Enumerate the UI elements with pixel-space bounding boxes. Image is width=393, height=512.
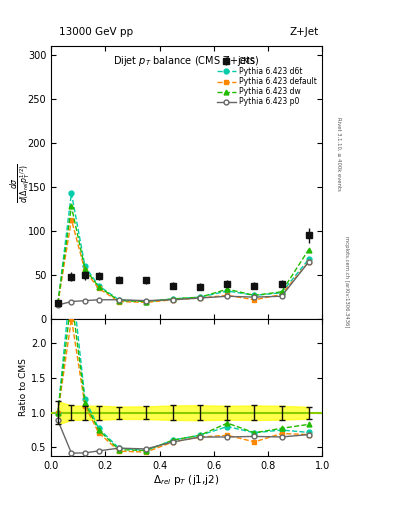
Pythia 6.423 default [279,291,284,297]
Y-axis label: Ratio to CMS: Ratio to CMS [19,358,28,416]
Pythia 6.423 d6t [252,292,257,298]
Pythia 6.423 p0 [225,293,230,300]
Pythia 6.423 p0 [252,294,257,300]
Pythia 6.423 dw [279,289,284,295]
Pythia 6.423 d6t [225,288,230,294]
Pythia 6.423 dw [198,294,203,300]
Pythia 6.423 d6t [69,190,74,196]
Pythia 6.423 dw [96,284,101,290]
X-axis label: $\Delta_{rel}$ p$_T$ (j1,j2): $\Delta_{rel}$ p$_T$ (j1,j2) [153,473,220,487]
Pythia 6.423 default [116,298,121,305]
Line: Pythia 6.423 d6t: Pythia 6.423 d6t [55,191,311,306]
Pythia 6.423 p0 [96,296,101,303]
Pythia 6.423 d6t [116,296,121,303]
Pythia 6.423 default [252,296,257,303]
Text: mcplots.cern.ch [arXiv:1306.3436]: mcplots.cern.ch [arXiv:1306.3436] [344,236,349,327]
Pythia 6.423 default [171,296,175,303]
Pythia 6.423 dw [225,286,230,292]
Pythia 6.423 d6t [171,296,175,302]
Text: $\frac{d\sigma}{d(\Delta_{rel}p_T^{1/2})}$: $\frac{d\sigma}{d(\Delta_{rel}p_T^{1/2})… [9,163,34,203]
Line: Pythia 6.423 dw: Pythia 6.423 dw [55,204,311,306]
Pythia 6.423 p0 [279,293,284,300]
Pythia 6.423 dw [252,292,257,298]
Text: Z+Jet: Z+Jet [289,27,318,37]
Pythia 6.423 dw [144,298,149,305]
Pythia 6.423 dw [306,246,311,252]
Pythia 6.423 dw [55,300,60,306]
Pythia 6.423 p0 [198,295,203,301]
Pythia 6.423 d6t [198,294,203,300]
Pythia 6.423 p0 [144,297,149,304]
Pythia 6.423 default [96,285,101,291]
Text: Dijet $p_T$ balance (CMS Z+jets): Dijet $p_T$ balance (CMS Z+jets) [113,54,260,68]
Pythia 6.423 d6t [96,283,101,289]
Pythia 6.423 d6t [55,300,60,306]
Text: 13000 GeV pp: 13000 GeV pp [59,27,133,37]
Pythia 6.423 p0 [171,296,175,303]
Pythia 6.423 d6t [279,290,284,296]
Pythia 6.423 dw [69,203,74,209]
Legend: CMS, Pythia 6.423 d6t, Pythia 6.423 default, Pythia 6.423 dw, Pythia 6.423 p0: CMS, Pythia 6.423 d6t, Pythia 6.423 defa… [215,55,318,108]
Pythia 6.423 dw [83,266,87,272]
Pythia 6.423 default [83,268,87,274]
Pythia 6.423 default [225,292,230,298]
Pythia 6.423 p0 [116,296,121,303]
Pythia 6.423 d6t [144,298,149,305]
Line: Pythia 6.423 default: Pythia 6.423 default [55,217,311,306]
Pythia 6.423 p0 [83,297,87,304]
Pythia 6.423 p0 [306,259,311,265]
Pythia 6.423 default [69,217,74,223]
Pythia 6.423 dw [116,297,121,304]
Line: Pythia 6.423 p0: Pythia 6.423 p0 [55,260,311,308]
Text: Rivet 3.1.10, ≥ 400k events: Rivet 3.1.10, ≥ 400k events [336,117,341,190]
Pythia 6.423 default [306,259,311,265]
Pythia 6.423 d6t [306,256,311,262]
Pythia 6.423 default [55,300,60,306]
Pythia 6.423 default [198,295,203,301]
Pythia 6.423 p0 [55,302,60,308]
Pythia 6.423 default [144,300,149,306]
Pythia 6.423 d6t [83,263,87,269]
Pythia 6.423 dw [171,296,175,302]
Pythia 6.423 p0 [69,298,74,305]
